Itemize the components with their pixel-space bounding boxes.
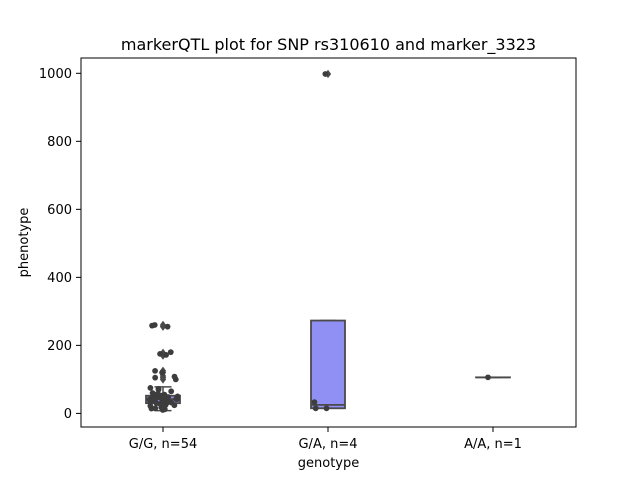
y-axis-label: phenotype <box>17 208 32 278</box>
data-point <box>174 393 181 400</box>
y-tick-label: 200 <box>47 339 72 354</box>
data-point <box>171 373 178 380</box>
data-point <box>157 350 163 357</box>
data-point <box>168 388 175 395</box>
y-tick-label: 600 <box>47 203 72 218</box>
data-point <box>323 405 330 412</box>
y-tick-label: 800 <box>47 135 72 150</box>
data-point <box>152 367 158 374</box>
data-point <box>147 403 154 409</box>
data-point <box>311 399 318 406</box>
data-point <box>152 405 159 412</box>
data-point <box>152 374 159 381</box>
data-point <box>163 352 169 358</box>
data-point <box>159 369 166 376</box>
data-point <box>312 405 319 412</box>
box-body <box>310 319 346 410</box>
y-tick-label: 400 <box>47 271 72 286</box>
x-tick-label: G/A, n=4 <box>298 437 357 452</box>
x-tick-label: G/G, n=54 <box>129 437 197 452</box>
data-point <box>149 390 156 396</box>
data-point <box>485 374 491 381</box>
y-tick-label: 1000 <box>39 67 72 82</box>
data-point <box>151 322 158 328</box>
outlier-marker <box>159 320 167 330</box>
data-point <box>155 386 162 392</box>
x-tick-label: A/A, n=1 <box>464 437 522 452</box>
x-axis-label: genotype <box>298 456 359 471</box>
data-point <box>147 384 154 391</box>
data-point <box>167 349 174 356</box>
data-point <box>161 391 168 398</box>
box-1 <box>310 319 346 410</box>
data-point <box>322 71 329 77</box>
y-tick-label: 0 <box>64 407 72 422</box>
data-point <box>164 323 171 330</box>
plot-area: 0 200 400 600 800 1000 G/G, n=54 G/A, n=4 A/A, n… <box>39 57 577 452</box>
plot-frame <box>80 57 577 428</box>
chart-title: markerQTL plot for SNP rs310610 and mark… <box>121 35 536 55</box>
